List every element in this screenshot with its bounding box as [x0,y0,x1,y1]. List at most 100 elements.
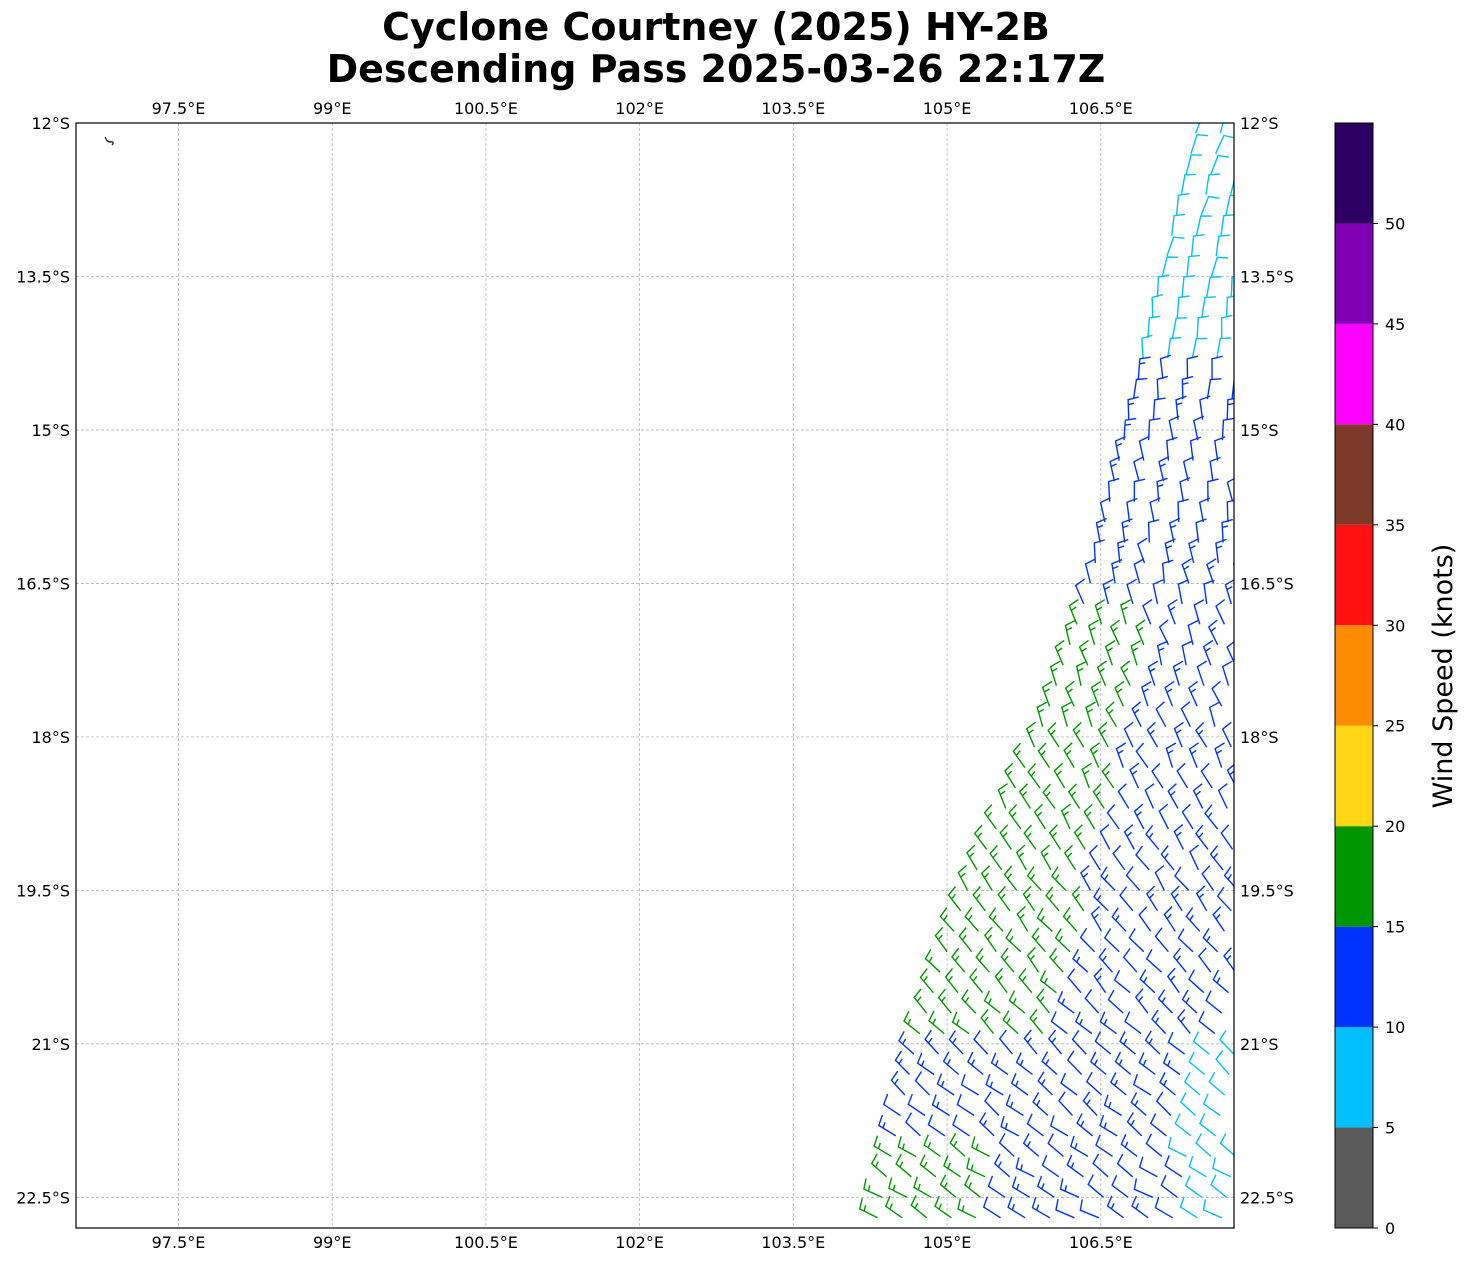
wind-barb-feather [1026,1140,1032,1147]
wind-barb-feather [1097,524,1104,529]
wind-barb [1054,639,1065,666]
wind-barb [948,1030,964,1055]
wind-barb [966,1157,986,1178]
wind-barb [1111,558,1123,584]
wind-barb [905,1112,921,1137]
colorbar-label: Wind Speed (knots) [1428,544,1459,809]
wind-barb [1060,701,1072,727]
wind-barb-feather [1191,749,1197,755]
wind-barb [1221,518,1233,543]
wind-barb-feather [1052,955,1058,962]
wind-barb [1127,396,1139,420]
wind-barb [1081,762,1092,789]
wind-barb [1182,456,1194,482]
wind-barb [1135,845,1150,871]
wind-barb-feather [1040,750,1046,756]
wind-barb [1215,538,1227,564]
wind-barb [1175,395,1187,420]
wind-barb-feather [1025,893,1031,899]
wind-barb-feather [1173,893,1179,899]
wind-barb [1140,680,1152,707]
wind-barb [1097,721,1109,748]
wind-barb [914,1071,931,1096]
wind-barb-feather [1169,606,1176,611]
wind-barb-feather [1027,1037,1032,1043]
wind-barb [1147,315,1161,338]
wind-barb-feather [1170,790,1176,796]
wind-barb [1066,1154,1084,1178]
wind-barb-feather [1222,525,1229,529]
wind-barb-feather [961,1205,965,1212]
lon-tick-label-top: 100.5°E [454,99,518,118]
wind-barb [1062,906,1078,932]
wind-barb [1135,742,1149,769]
wind-barb [1147,660,1159,686]
wind-barb-feather [1157,484,1164,488]
wind-barb-feather [989,1081,994,1088]
wind-barb-feather [1067,852,1073,858]
wind-barb [934,926,948,953]
wind-barb [1138,1052,1156,1076]
wind-barb [961,989,977,1014]
wind-barb [1177,498,1189,523]
wind-barb [1057,990,1075,1014]
wind-barb [1210,256,1229,277]
wind-barb [1167,336,1182,359]
wind-barb [1123,721,1134,748]
wind-barb [1031,1196,1051,1219]
wind-barb-feather [1011,1203,1015,1211]
wind-barb-feather [1128,402,1135,406]
wind-barb [1093,967,1107,994]
lon-tick-label-top: 97.5°E [152,99,206,118]
colorbar-band [1335,323,1373,425]
wind-barb-feather [1016,1183,1020,1190]
wind-barb [973,1030,989,1055]
wind-barb [1226,763,1234,785]
wind-barb [987,1175,1006,1198]
wind-barb-feather [1110,1203,1115,1210]
wind-barb [1131,1195,1149,1219]
wind-barb-feather [941,996,946,1002]
wind-barb [1015,844,1027,871]
wind-barb [1092,783,1105,809]
wind-barb [924,1029,940,1055]
wind-barb-feather [1020,1164,1023,1171]
wind-barb-feather [1000,893,1006,900]
wind-barb [1195,215,1212,236]
wind-barb [1195,518,1207,543]
wind-barb-feather [978,955,984,962]
wind-barb [1134,988,1149,1014]
wind-barb-feather [975,893,981,900]
wind-barb-feather [1030,770,1036,777]
wind-barb-feather [972,975,978,982]
wind-barb [1146,721,1159,748]
wind-barb [1008,804,1022,830]
wind-barb [1088,844,1101,871]
wind-barb [1115,742,1127,768]
wind-barb [1029,1009,1044,1035]
wind-barb-feather [927,1037,933,1044]
colorbar-tick-label: 10 [1385,1018,1405,1037]
wind-barb [1211,355,1223,379]
wind-barb-feather [1066,914,1071,921]
wind-barb [1090,680,1102,707]
wind-barb [951,1011,970,1035]
wind-barb-feather [997,1161,1002,1168]
wind-barb [1012,742,1026,769]
wind-barb-feather [1207,812,1213,818]
wind-barb [989,844,1003,871]
wind-barb [1216,886,1232,912]
wind-barb [949,1133,966,1157]
wind-barb-feather [1006,1017,1011,1024]
wind-barb-feather [902,1038,907,1045]
lat-tick-label-left: 19.5°S [16,881,70,900]
wind-barb [1226,640,1234,664]
wind-barb-feather [1170,975,1176,981]
wind-barb [1183,1071,1201,1096]
wind-barb [1208,1071,1226,1096]
wind-barb-feather [943,1182,948,1189]
wind-barb [1137,356,1151,379]
wind-barb-feather [1131,770,1138,775]
wind-barb [1206,558,1217,584]
wind-barb-feather [1238,363,1244,364]
